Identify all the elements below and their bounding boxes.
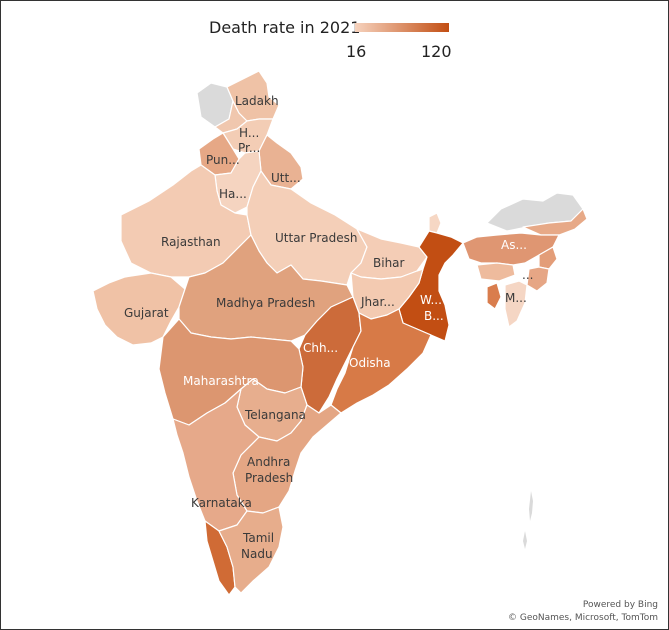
label-rajasthan: Rajasthan — [161, 235, 221, 249]
label-meghalaya: ... — [522, 268, 533, 282]
label-gujarat: Gujarat — [124, 306, 169, 320]
legend-min-label: 16 — [346, 42, 367, 61]
state-gujarat[interactable] — [92, 272, 186, 346]
label-odisha: Odisha — [349, 356, 391, 370]
legend-title: Death rate in 2021 — [209, 18, 361, 37]
label-uttar-pradesh: Uttar Pradesh — [275, 231, 357, 245]
attribution-sources: © GeoNames, Microsoft, TomTom — [507, 613, 658, 623]
state-tamil-nadu[interactable] — [218, 506, 284, 594]
label-haryana: Ha... — [219, 187, 247, 201]
label-jharkhand: Jhar... — [360, 295, 395, 309]
legend-gradient-bar — [355, 23, 449, 32]
label-telangana: Telangana — [244, 408, 306, 422]
state-tripura[interactable] — [486, 282, 502, 310]
state-mizoram[interactable] — [504, 280, 528, 328]
state-meghalaya[interactable] — [476, 262, 516, 282]
label-himachal-line2: Pr... — [238, 141, 260, 155]
islands-andaman-nicobar — [523, 491, 533, 549]
label-punjab: Pun... — [206, 153, 240, 167]
state-karnataka[interactable] — [172, 388, 260, 532]
state-sikkim[interactable] — [428, 212, 442, 234]
label-chhattisgarh: Chh... — [303, 341, 338, 355]
label-himachal-line1: H... — [239, 126, 259, 140]
label-tamil-nadu-line2: Nadu — [241, 547, 273, 561]
label-bihar: Bihar — [373, 256, 405, 270]
label-mizoram: M... — [505, 291, 527, 305]
legend-max-label: 120 — [421, 42, 452, 61]
label-west-bengal-line2: B... — [424, 309, 444, 323]
label-andhra-line2: Pradesh — [245, 471, 293, 485]
label-madhya-pradesh: Madhya Pradesh — [216, 296, 315, 310]
label-maharashtra: Maharashtra — [183, 374, 259, 388]
label-west-bengal-line1: W... — [420, 293, 442, 307]
label-uttarakhand: Utt... — [271, 171, 301, 185]
attribution-powered-by: Powered by Bing — [582, 600, 658, 610]
label-andhra-line1: Andhra — [247, 455, 290, 469]
label-assam: As... — [501, 238, 527, 252]
state-odisha[interactable] — [330, 308, 432, 414]
state-ladakh[interactable] — [226, 70, 280, 122]
label-tamil-nadu-line1: Tamil — [242, 531, 274, 545]
label-karnataka: Karnataka — [191, 496, 252, 510]
label-ladakh: Ladakh — [235, 94, 279, 108]
state-himachal-pradesh[interactable] — [222, 118, 274, 154]
state-nagaland[interactable] — [538, 246, 558, 270]
